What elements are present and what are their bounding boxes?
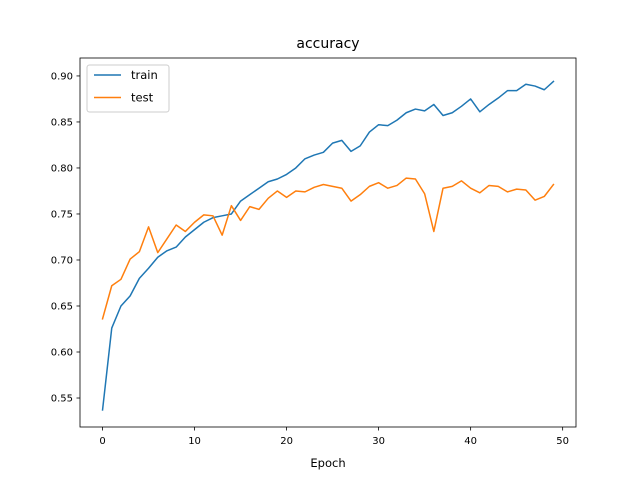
y-tick-label-0.75: 0.75 (51, 210, 73, 221)
legend-label-train: train (131, 68, 158, 82)
y-tick-label-0.55: 0.55 (51, 394, 73, 405)
legend-label-test: test (131, 91, 154, 105)
x-tick-label-30: 30 (372, 436, 385, 447)
x-tick-label-20: 20 (280, 436, 293, 447)
x-tick-label-40: 40 (464, 436, 477, 447)
axes-frame (79, 57, 577, 428)
x-tick-label-50: 50 (556, 436, 569, 447)
legend: train test (86, 64, 170, 113)
series-line-train (101, 80, 555, 411)
axes: 0 10 20 30 40 50 0.55 0.60 0.65 0.70 0.75 0.80 0.85 0… (51, 57, 577, 447)
y-tick-label-0.80: 0.80 (51, 164, 73, 175)
y-tick-label-0.60: 0.60 (51, 348, 73, 359)
x-tick-label-10: 10 (188, 436, 201, 447)
series-line-test (101, 177, 555, 320)
plot-area (101, 80, 555, 411)
x-axis-label: Epoch (310, 456, 345, 470)
x-tick-label-0: 0 (99, 436, 105, 447)
y-tick-label-0.85: 0.85 (51, 118, 73, 129)
y-tick-label-0.90: 0.90 (51, 72, 73, 83)
legend-box (86, 64, 170, 113)
y-tick-label-0.70: 0.70 (51, 256, 73, 267)
chart-title: accuracy (296, 36, 359, 52)
y-tick-label-0.65: 0.65 (51, 302, 73, 313)
